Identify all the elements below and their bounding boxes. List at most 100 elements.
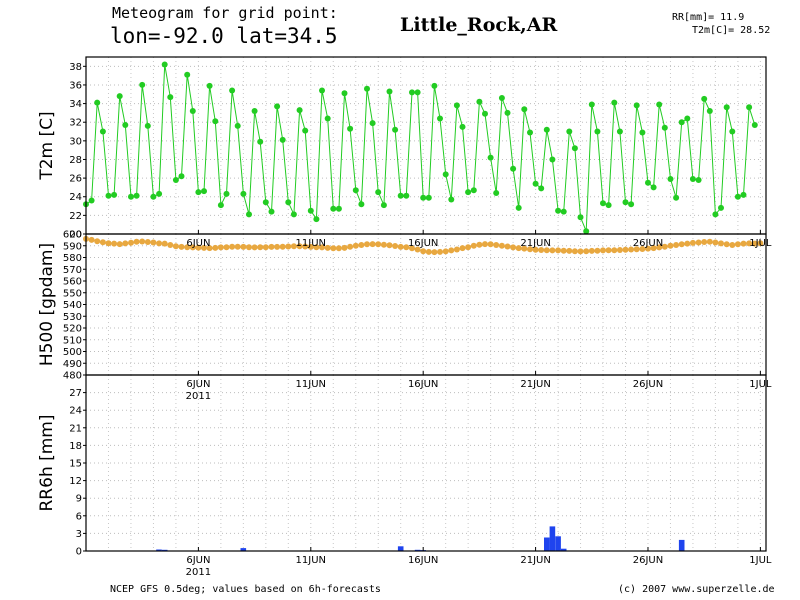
data-point — [504, 109, 511, 116]
data-point — [111, 240, 118, 247]
data-point — [184, 71, 191, 78]
data-point — [746, 104, 753, 111]
data-point — [616, 247, 623, 253]
data-point — [734, 241, 741, 248]
data-point — [560, 247, 567, 254]
data-point — [538, 185, 545, 192]
data-point — [661, 243, 668, 250]
data-point — [689, 239, 696, 246]
data-point — [296, 107, 303, 114]
data-point — [577, 248, 584, 255]
data-point — [633, 246, 640, 253]
data-point — [364, 241, 370, 248]
header-title-line: Meteogram for grid point: — [112, 4, 338, 22]
rain-panel: 0 3 6 9 12 15 18 21 24 27 RR6h [mm] — [37, 388, 685, 558]
y-axis-label: H500 [gpdam] — [37, 243, 57, 366]
x-tick-label: 16JUN — [408, 238, 438, 249]
rain-bar — [240, 548, 247, 551]
data-point — [195, 189, 202, 196]
data-point — [144, 239, 151, 245]
data-point — [740, 191, 747, 198]
data-point — [116, 93, 123, 100]
data-point — [605, 202, 612, 209]
x-tick-label: 11JUN — [296, 555, 326, 566]
data-point — [240, 190, 247, 197]
data-point — [532, 180, 539, 187]
data-point — [448, 247, 455, 254]
x-year-label: 2011 — [186, 391, 211, 402]
data-point — [212, 118, 219, 125]
header-coordinates: lon=-92.0 lat=34.5 — [110, 24, 338, 48]
data-point — [442, 171, 449, 178]
data-point — [279, 136, 286, 143]
grid-lines — [86, 57, 766, 552]
data-point — [88, 197, 95, 204]
data-point — [139, 81, 146, 88]
data-point — [375, 241, 382, 248]
data-point — [347, 243, 354, 250]
data-point — [94, 238, 101, 245]
y-tick-label: 34 — [69, 99, 82, 110]
data-point — [105, 192, 112, 199]
data-point — [240, 243, 247, 250]
data-point — [538, 247, 545, 253]
data-point — [689, 176, 696, 182]
data-point — [521, 106, 528, 113]
data-point — [695, 239, 702, 246]
data-point — [319, 244, 325, 251]
data-point — [341, 90, 348, 97]
data-point — [274, 243, 281, 250]
data-point — [246, 211, 252, 218]
data-point — [369, 120, 376, 127]
data-point — [403, 244, 410, 251]
x-tick-label: 11JUN — [296, 238, 326, 249]
data-point — [189, 244, 196, 251]
data-point — [341, 244, 348, 251]
data-point — [459, 245, 466, 252]
data-point — [498, 242, 505, 249]
data-point — [729, 242, 736, 248]
data-point — [566, 128, 573, 135]
x-tick-label: 16JUN — [408, 379, 438, 390]
data-point — [470, 242, 477, 249]
x-tick-label: 21JUN — [520, 238, 550, 249]
data-point — [392, 126, 399, 133]
data-point — [375, 189, 382, 196]
data-point — [116, 241, 123, 248]
rain-bar — [544, 537, 550, 551]
data-point — [420, 194, 427, 201]
data-point — [189, 108, 196, 114]
x-tick-label: 1JUL — [749, 379, 772, 390]
data-point — [217, 244, 224, 251]
data-point — [521, 245, 528, 252]
data-point — [105, 240, 112, 247]
data-point — [588, 247, 595, 254]
data-point — [335, 205, 342, 212]
data-point — [487, 154, 494, 161]
y-tick-label: 590 — [63, 241, 82, 252]
data-point — [532, 246, 539, 253]
location-name: Little_Rock,AR — [400, 14, 558, 36]
data-point — [437, 248, 443, 255]
data-point — [403, 192, 410, 199]
data-point — [611, 247, 618, 254]
x-tick-label: 11JUN — [296, 379, 326, 390]
x-tick-label: 1JUL — [749, 555, 772, 566]
data-point — [661, 124, 668, 131]
y-tick-label: 9 — [76, 494, 82, 505]
data-point — [234, 122, 241, 129]
data-point — [667, 176, 674, 182]
data-point — [397, 192, 404, 199]
data-point — [498, 95, 505, 101]
data-point — [172, 177, 179, 183]
data-point — [88, 236, 95, 243]
y-tick-label: 38 — [69, 62, 82, 73]
data-point — [577, 214, 584, 221]
data-point — [628, 201, 635, 208]
data-point — [262, 199, 269, 206]
data-point — [751, 240, 758, 247]
data-point — [645, 179, 651, 186]
data-point — [465, 189, 472, 196]
data-point — [673, 242, 680, 248]
data-point — [290, 243, 297, 250]
